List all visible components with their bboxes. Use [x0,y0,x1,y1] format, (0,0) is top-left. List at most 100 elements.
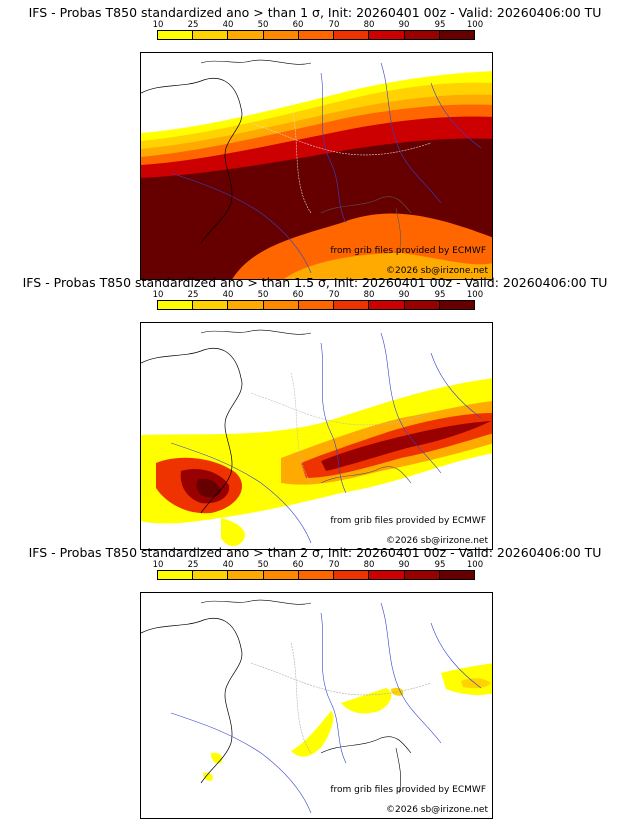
colorbar-segment [228,31,264,39]
prob-band-25 [461,678,491,689]
colorbar-segment [298,31,335,39]
border [250,122,432,156]
colorbar-segment [404,301,440,309]
panel-title: IFS - Probas T850 standardized ano > tha… [22,275,608,290]
panel-1-5-sigma: IFS - Probas T850 standardized ano > tha… [0,275,630,550]
colorbar-tick: 95 [434,20,446,30]
colorbar-ticks: 10 25 40 50 60 70 80 90 95 100 [140,20,484,30]
prob-band-10 [211,752,223,764]
probability-map [141,59,492,279]
map-sigma-1-5: from grib files provided by ECMWF ©2026 … [140,322,493,550]
river [320,342,347,494]
colorbar-segment [298,571,335,579]
colorbar-tick: 25 [187,290,199,300]
map-sigma-2: from grib files provided by ECMWF ©2026 … [140,592,493,819]
coastline [200,329,312,335]
river [170,442,312,544]
colorbar-segment [158,31,194,39]
coastline [320,466,412,484]
prob-band-10 [441,663,492,696]
coastline [395,207,401,254]
colorbar-segment [228,301,264,309]
coastline [395,747,401,794]
colorbar-tick: 60 [292,290,304,300]
colorbar-tick: 60 [292,560,304,570]
border [290,102,312,214]
colorbar-segment [193,301,229,309]
colorbar-tick: 50 [257,290,269,300]
border [290,372,312,484]
colorbar-tick: 60 [292,20,304,30]
river [380,332,442,474]
colorbar-tick: 90 [398,560,410,570]
panel-2-sigma: IFS - Probas T850 standardized ano > tha… [0,545,630,819]
colorbar-segment [369,301,405,309]
coastline [141,617,243,784]
colorbar-tick: 90 [398,290,410,300]
colorbar-segment [404,571,440,579]
river [170,172,312,274]
colorbar-tick: 40 [222,290,234,300]
colorbar-tick: 25 [187,20,199,30]
coastline [200,59,312,65]
colorbar [157,570,475,580]
colorbar-tick: 80 [363,290,375,300]
copyright: ©2026 sb@irizone.net [386,805,488,815]
colorbar-segment [334,301,370,309]
colorbar-segment [263,31,299,39]
river [380,602,442,744]
colorbar-tick: 95 [434,560,446,570]
colorbar-tick: 10 [152,20,164,30]
coastline [320,736,412,754]
colorbar-tick: 50 [257,20,269,30]
colorbar-tick: 100 [466,20,484,30]
colorbar-tick: 25 [187,560,199,570]
colorbar-tick: 10 [152,560,164,570]
colorbar-segment [263,301,299,309]
panel-title: IFS - Probas T850 standardized ano > tha… [28,545,602,560]
data-credit: from grib files provided by ECMWF [330,785,486,795]
river [320,72,347,224]
copyright: ©2026 sb@irizone.net [386,266,488,276]
colorbar-tick: 100 [466,290,484,300]
colorbar-segment [334,31,370,39]
coastline [141,77,243,244]
panel-1-sigma: IFS - Probas T850 standardized ano > tha… [0,5,630,280]
colorbar-tick: 40 [222,20,234,30]
border [290,642,312,754]
colorbar-segment [334,571,370,579]
colorbar-segment [193,571,229,579]
colorbar-segment [439,31,474,39]
colorbar [157,30,475,40]
coastline [141,347,243,514]
border [250,392,432,426]
data-credit: from grib files provided by ECMWF [330,516,486,526]
copyright: ©2026 sb@irizone.net [386,536,488,546]
colorbar-segment [263,571,299,579]
colorbar-tick: 70 [328,20,340,30]
panel-title: IFS - Probas T850 standardized ano > tha… [28,5,602,20]
colorbar-tick: 40 [222,560,234,570]
colorbar-ticks: 10 25 40 50 60 70 80 90 95 100 [140,560,484,570]
river [430,82,482,149]
colorbar [157,300,475,310]
river [170,712,312,814]
prob-band-10 [291,711,334,757]
colorbar-segment [228,571,264,579]
river [320,612,347,764]
probability-map [141,599,492,814]
prob-band-90 [321,421,491,471]
colorbar-segment [158,301,194,309]
colorbar-ticks: 10 25 40 50 60 70 80 90 95 100 [140,290,484,300]
prob-band-20 [221,518,245,546]
colorbar-tick: 80 [363,20,375,30]
colorbar-segment [439,571,474,579]
coastline [320,196,412,214]
prob-band-10 [341,688,392,714]
river [380,62,442,204]
data-credit: from grib files provided by ECMWF [330,246,486,256]
prob-band-low-south2 [283,253,492,279]
map-sigma-1: from grib files provided by ECMWF ©2026 … [140,52,493,280]
border [250,662,432,696]
colorbar-tick: 70 [328,560,340,570]
